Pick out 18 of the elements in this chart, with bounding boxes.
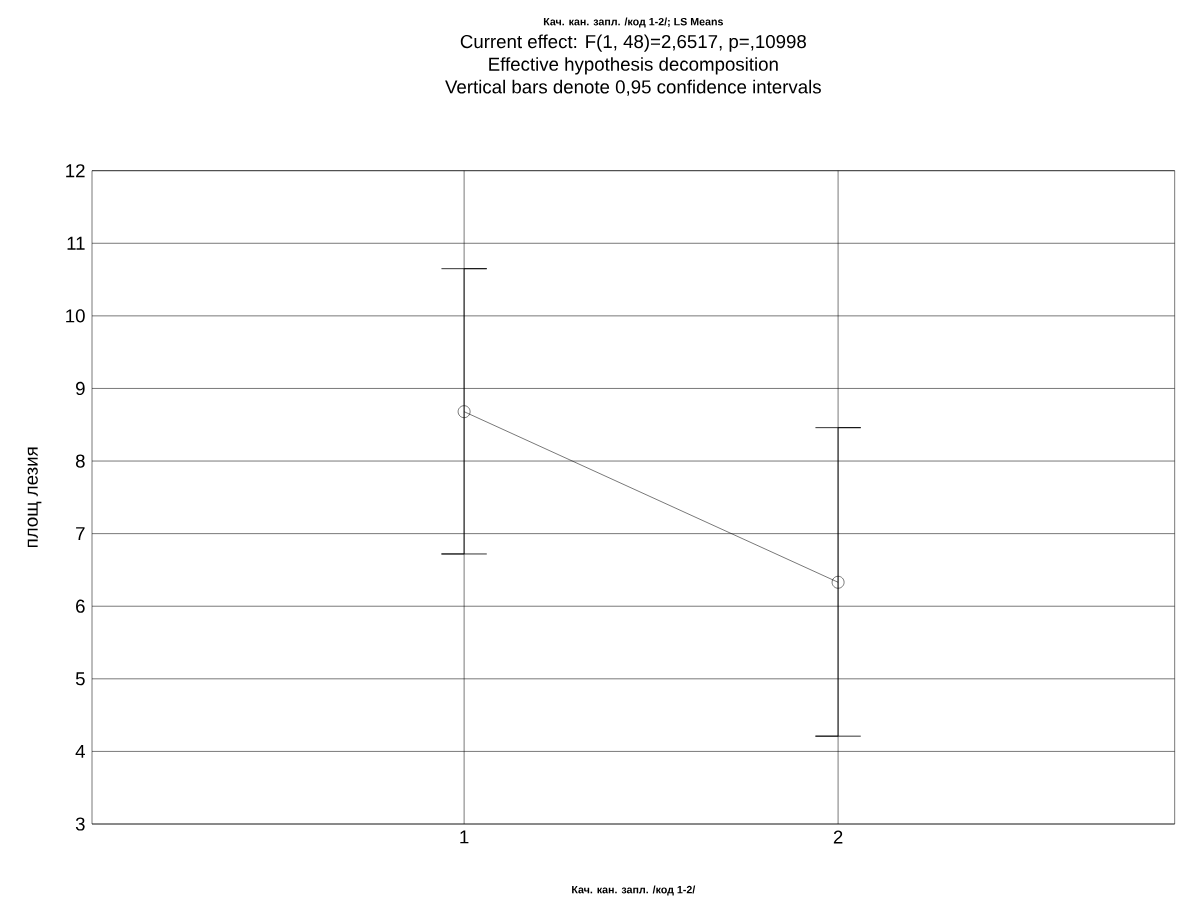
x-tick-label: 1 bbox=[460, 830, 469, 844]
y-tick-label: 10 bbox=[66, 309, 85, 323]
text: Effective hypothesis decomposition bbox=[489, 57, 778, 75]
y-tick-label: 12 bbox=[66, 164, 85, 178]
y-tick-label: 6 bbox=[76, 599, 85, 613]
chart-subtitle: Current effect: F(1, 48)=2,6517, p=,10998 bbox=[460, 34, 806, 52]
y-tick-label: 4 bbox=[75, 744, 85, 758]
y-tick-label: 8 bbox=[75, 454, 85, 468]
y-tick-label: 9 bbox=[76, 381, 85, 396]
text: Vertical bars denote 0,95 confidence intervals bbox=[445, 79, 821, 96]
y-tick-label: 7 bbox=[76, 527, 85, 541]
y-axis-title: площ лезия bbox=[27, 447, 42, 548]
y-tick-label: 11 bbox=[67, 236, 85, 250]
x-axis-title: Кач. кан. запл. /код 1-2/ bbox=[572, 885, 696, 896]
x-tick-label: 2 bbox=[833, 830, 843, 844]
y-tick-label: 5 bbox=[75, 672, 85, 686]
y-tick-label: 3 bbox=[75, 817, 85, 831]
chart-title: Кач. кан. запл. /код 1-2/; LS Means bbox=[543, 17, 724, 28]
